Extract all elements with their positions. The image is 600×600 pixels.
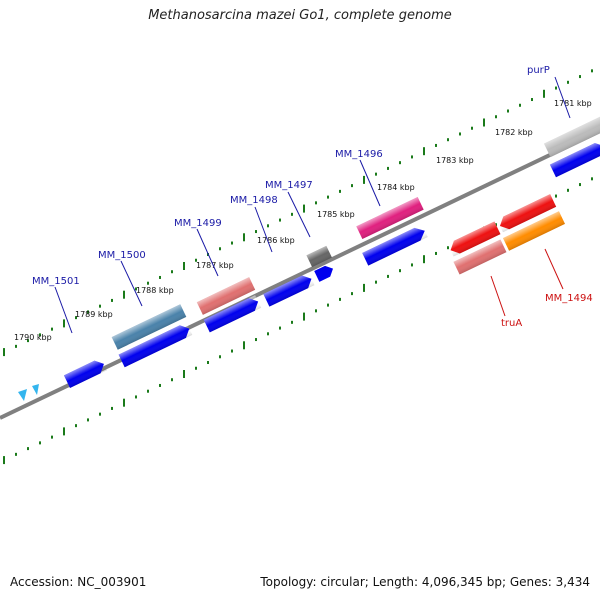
cds-track — [18, 140, 600, 401]
gene-feature-truA[interactable] — [453, 239, 507, 275]
gene-label-MM_1497[interactable]: MM_1497 — [265, 180, 313, 191]
accession-text: Accession: NC_003901 — [10, 575, 147, 589]
tick-label: 1790 kbp — [14, 333, 52, 342]
upper-ruler — [3, 69, 593, 357]
tick-labels: 1781 kbp 1782 kbp 1783 kbp 1784 kbp 1785… — [14, 99, 592, 342]
tick-label: 1785 kbp — [317, 210, 355, 219]
gene-feature-MM_1496[interactable] — [356, 196, 424, 240]
gene-label-MM_1496[interactable]: MM_1496 — [335, 149, 383, 160]
gene-feature-red-1[interactable] — [496, 194, 557, 233]
gene-label-MM_1500[interactable]: MM_1500 — [98, 250, 146, 261]
label-leaders — [54, 76, 571, 334]
cds-arrow[interactable] — [63, 357, 107, 388]
tick-label: 1786 kbp — [257, 236, 295, 245]
cds-arrow[interactable] — [203, 295, 262, 333]
gene-feature-MM_1499[interactable] — [196, 277, 256, 315]
cds-arrow[interactable] — [263, 272, 315, 307]
tick-label: 1789 kbp — [75, 310, 113, 319]
tick-label: 1783 kbp — [436, 156, 474, 165]
gene-feature-MM_1494[interactable] — [503, 211, 565, 251]
gene-label-MM_1501[interactable]: MM_1501 — [32, 276, 80, 287]
cds-arrow[interactable] — [549, 140, 600, 178]
cds-arrow[interactable] — [362, 224, 428, 266]
tick-label: 1787 kbp — [196, 261, 234, 270]
cds-arrow[interactable] — [118, 322, 193, 368]
gene-label-purP[interactable]: purP — [527, 65, 550, 76]
forward-genes — [111, 115, 600, 350]
tick-label: 1784 kbp — [377, 183, 415, 192]
gene-label-MM_1499[interactable]: MM_1499 — [174, 218, 222, 229]
small-feature-cyan[interactable] — [18, 384, 39, 401]
gene-label-MM_1494[interactable]: MM_1494 — [545, 293, 593, 304]
map-title: Methanosarcina mazei Go1, complete genom… — [148, 8, 452, 23]
genome-stats-text: Topology: circular; Length: 4,096,345 bp… — [260, 575, 590, 589]
gene-feature-MM_1497[interactable] — [306, 245, 332, 268]
gene-labels: purP MM_1496 MM_1497 MM_1498 MM_1499 MM_… — [32, 65, 593, 329]
tick-label: 1781 kbp — [554, 99, 592, 108]
tick-label: 1788 kbp — [136, 286, 174, 295]
gene-label-MM_1498[interactable]: MM_1498 — [230, 195, 278, 206]
gene-feature-purP[interactable] — [543, 115, 600, 158]
cds-arrow[interactable] — [314, 263, 335, 282]
gene-feature-MM_1500[interactable] — [111, 304, 187, 350]
gene-label-truA[interactable]: truA — [501, 318, 522, 329]
gene-feature-red-2[interactable] — [447, 221, 501, 257]
tick-label: 1782 kbp — [495, 128, 533, 137]
reverse-genes — [447, 194, 565, 275]
